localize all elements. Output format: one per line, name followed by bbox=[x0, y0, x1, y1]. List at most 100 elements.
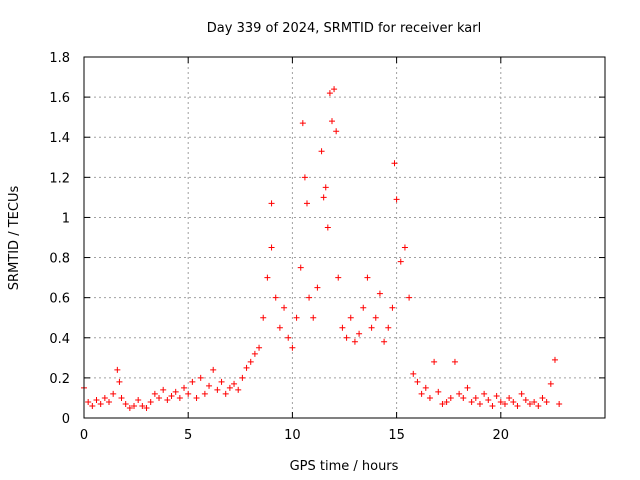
data-point bbox=[385, 324, 392, 331]
data-point bbox=[410, 370, 417, 377]
data-point bbox=[397, 258, 404, 265]
data-point bbox=[306, 294, 313, 301]
x-tick-label: 15 bbox=[388, 428, 405, 443]
data-point bbox=[303, 200, 310, 207]
data-point bbox=[526, 400, 533, 407]
y-tick-label: 1.2 bbox=[49, 171, 70, 186]
data-point bbox=[260, 314, 267, 321]
data-point bbox=[272, 294, 279, 301]
data-point bbox=[556, 400, 563, 407]
data-point bbox=[181, 384, 188, 391]
data-point bbox=[451, 358, 458, 365]
axis-ticks: 0 0.2 0.4 0.6 0.8 1 1.2 1.4 1.6 1.8 0 5 10 15 20 bbox=[49, 51, 605, 443]
data-point bbox=[389, 304, 396, 311]
data-point bbox=[506, 394, 513, 401]
data-point bbox=[381, 338, 388, 345]
data-point bbox=[376, 290, 383, 297]
data-point bbox=[247, 358, 254, 365]
data-point bbox=[206, 382, 213, 389]
data-point bbox=[231, 380, 238, 387]
data-point bbox=[147, 398, 154, 405]
data-point bbox=[324, 224, 331, 231]
data-point bbox=[347, 314, 354, 321]
grid-lines bbox=[84, 57, 605, 418]
data-point bbox=[435, 388, 442, 395]
data-point bbox=[406, 294, 413, 301]
y-tick-label: 1.8 bbox=[49, 51, 70, 66]
data-point bbox=[368, 324, 375, 331]
data-point bbox=[391, 160, 398, 167]
data-point bbox=[268, 200, 275, 207]
y-tick-label: 1 bbox=[62, 211, 70, 226]
x-tick-label: 20 bbox=[493, 428, 510, 443]
data-point bbox=[372, 314, 379, 321]
data-point bbox=[114, 366, 121, 373]
data-point bbox=[143, 404, 150, 411]
x-tick-label: 0 bbox=[80, 428, 88, 443]
data-points bbox=[81, 86, 563, 411]
x-tick-label: 5 bbox=[184, 428, 192, 443]
data-point bbox=[285, 334, 292, 341]
data-point bbox=[168, 392, 175, 399]
data-point bbox=[201, 390, 208, 397]
data-point bbox=[460, 394, 467, 401]
data-point bbox=[89, 402, 96, 409]
data-point bbox=[293, 314, 300, 321]
data-point bbox=[97, 400, 104, 407]
y-tick-label: 0.2 bbox=[49, 372, 70, 387]
data-point bbox=[326, 90, 333, 97]
data-point bbox=[447, 394, 454, 401]
data-point bbox=[116, 378, 123, 385]
data-point bbox=[310, 314, 317, 321]
data-point bbox=[297, 264, 304, 271]
data-point bbox=[93, 396, 100, 403]
data-point bbox=[289, 344, 296, 351]
data-point bbox=[497, 398, 504, 405]
data-point bbox=[551, 356, 558, 363]
data-point bbox=[426, 394, 433, 401]
data-point bbox=[393, 196, 400, 203]
data-point bbox=[139, 402, 146, 409]
data-point bbox=[222, 390, 229, 397]
data-point bbox=[339, 324, 346, 331]
data-point bbox=[160, 386, 167, 393]
data-point bbox=[210, 366, 217, 373]
data-point bbox=[360, 304, 367, 311]
data-point bbox=[314, 284, 321, 291]
data-point bbox=[431, 358, 438, 365]
data-point bbox=[414, 378, 421, 385]
data-point bbox=[535, 402, 542, 409]
data-point bbox=[151, 390, 158, 397]
data-point bbox=[356, 330, 363, 337]
data-point bbox=[172, 388, 179, 395]
data-point bbox=[401, 244, 408, 251]
y-axis-label: SRMTID / TECUs bbox=[7, 186, 22, 291]
y-tick-label: 0 bbox=[62, 412, 70, 427]
data-point bbox=[543, 398, 550, 405]
data-point bbox=[364, 274, 371, 281]
data-point bbox=[197, 374, 204, 381]
data-point bbox=[485, 396, 492, 403]
data-point bbox=[106, 398, 113, 405]
data-point bbox=[164, 396, 171, 403]
data-point bbox=[351, 338, 358, 345]
data-point bbox=[276, 324, 283, 331]
data-point bbox=[156, 394, 163, 401]
data-point bbox=[176, 394, 183, 401]
data-point bbox=[531, 398, 538, 405]
data-point bbox=[189, 378, 196, 385]
data-point bbox=[301, 174, 308, 181]
data-point bbox=[243, 364, 250, 371]
data-point bbox=[214, 386, 221, 393]
data-point bbox=[299, 120, 306, 127]
plot-frame bbox=[83, 56, 606, 419]
data-point bbox=[318, 148, 325, 155]
data-point bbox=[226, 384, 233, 391]
data-point bbox=[472, 394, 479, 401]
data-point bbox=[464, 384, 471, 391]
data-point bbox=[493, 392, 500, 399]
data-point bbox=[239, 374, 246, 381]
data-point bbox=[518, 390, 525, 397]
